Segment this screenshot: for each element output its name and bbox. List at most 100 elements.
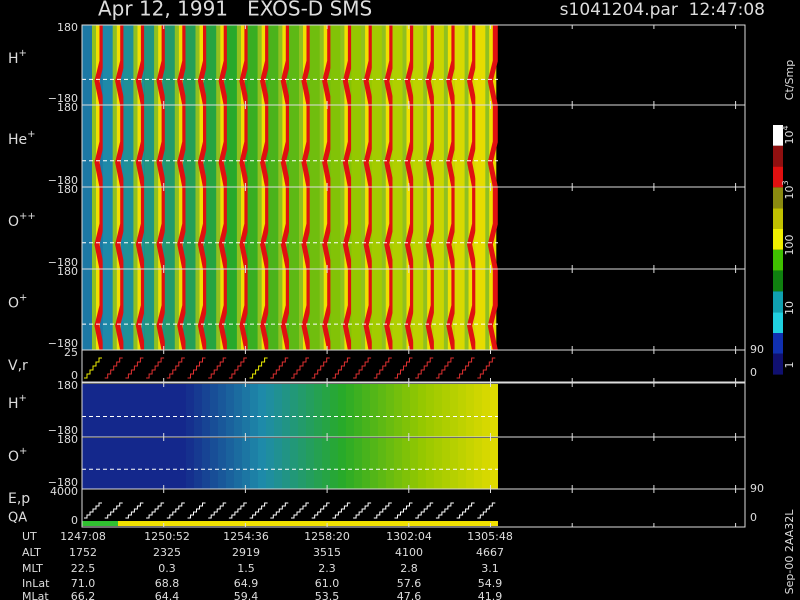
spectrum-band	[195, 25, 200, 105]
species: O	[8, 449, 19, 465]
spectrum-band	[133, 25, 138, 105]
axis-bottom: −180	[48, 337, 78, 350]
spectrum-bg	[394, 384, 402, 437]
spectrum-band	[158, 105, 163, 187]
species: He	[8, 132, 27, 148]
spectrum-bg	[466, 438, 474, 489]
axis-top: 180	[57, 183, 78, 196]
spectrum-peak	[239, 25, 250, 106]
spectrum-bg	[210, 438, 218, 489]
spectrum-band	[137, 269, 142, 350]
species: V,r	[8, 358, 28, 374]
table-header: InLat	[22, 577, 50, 590]
stair-ep	[249, 502, 268, 519]
spectrum-peak	[363, 269, 374, 351]
spectrum-band	[402, 105, 407, 187]
spectrum-band	[154, 187, 159, 269]
spectrum-band	[406, 25, 411, 105]
spectrum-band	[319, 269, 324, 350]
spectrum-bg	[242, 438, 250, 489]
spectrum-band	[133, 269, 138, 350]
spectrum-band	[365, 269, 370, 350]
colorbar-cell	[773, 187, 783, 209]
spectrum-band	[323, 269, 328, 350]
spectrum-peak	[384, 187, 395, 270]
axis-top: 180	[57, 433, 78, 446]
spectrum-peak	[218, 105, 229, 188]
spectrum-bg	[282, 384, 290, 437]
spectrum-peak	[301, 187, 312, 270]
spectrum-peak	[322, 105, 333, 188]
stair-vr	[249, 357, 268, 379]
spectrum-band	[278, 269, 283, 350]
stair-vr	[228, 357, 247, 379]
spectrum-peak	[94, 269, 105, 351]
spectrum-band	[257, 25, 262, 105]
spectrum-peak	[156, 25, 167, 106]
spectrum-band	[340, 269, 345, 350]
spectrum-peak	[280, 269, 291, 351]
spectrum-peak	[363, 25, 374, 106]
qa-bar	[118, 521, 498, 526]
base: 10	[783, 131, 796, 145]
table-header: MLT	[22, 562, 43, 575]
spectrum-band	[427, 105, 432, 187]
spectrum-band	[365, 187, 370, 269]
spectrum-peak	[115, 105, 126, 188]
spectrum-band	[137, 105, 142, 187]
panel-frame	[81, 349, 746, 383]
exp: 3	[781, 180, 790, 185]
base: 10	[783, 301, 796, 315]
colorbar-cell	[773, 229, 783, 250]
species: H	[8, 51, 19, 67]
spectrum-peak	[301, 25, 312, 106]
spectrum-band	[178, 269, 183, 350]
spectrum-band	[236, 25, 241, 105]
spectrum-bg	[210, 384, 218, 437]
spectrum-peak	[384, 269, 395, 351]
spectrum-peak	[218, 25, 229, 106]
species: H	[8, 396, 19, 412]
spectrum-peak	[425, 187, 436, 270]
spectrum-band	[178, 25, 183, 105]
spectrum-bg	[330, 384, 338, 437]
spectrum-bg	[354, 384, 362, 437]
stair-vr	[125, 357, 144, 379]
table-value: 2919	[232, 546, 260, 559]
table-header: MLat	[22, 590, 49, 600]
spectrum-bg	[138, 384, 146, 437]
spectrum-peak	[156, 269, 167, 351]
spectrum-peak	[135, 105, 146, 188]
spectrum-bg	[154, 384, 162, 437]
spectrum-band	[385, 187, 390, 269]
spectrum-peak	[404, 105, 415, 188]
spectrum-peak	[135, 25, 146, 106]
stair-ep	[270, 502, 289, 519]
stair-vr	[332, 357, 351, 379]
spectrum-peak	[239, 105, 250, 188]
spectrum-peak	[487, 187, 498, 270]
spectrum-bg	[202, 384, 210, 437]
spectrum-bg	[186, 438, 194, 489]
spectrum-bg	[434, 438, 442, 489]
spectrum-peak	[384, 105, 395, 188]
spectrum-band	[303, 269, 307, 350]
spectrum-peak	[467, 187, 478, 270]
spectrum-band	[464, 269, 469, 350]
table-value: 64.4	[155, 590, 180, 600]
spectrum-band	[240, 25, 245, 105]
stair-vr	[104, 357, 123, 379]
spectrum-peak	[342, 105, 353, 188]
right-top: 90	[750, 482, 764, 495]
spectrum-bg	[322, 384, 330, 437]
spectrum-band	[344, 105, 349, 187]
stair-ep	[415, 502, 434, 519]
spectrum-bg	[474, 384, 482, 437]
spectrum-bg	[490, 438, 498, 489]
table-value: 41.9	[478, 590, 503, 600]
spectrum-bg	[410, 438, 418, 489]
footer: Sep-00 2AA32L	[783, 509, 796, 595]
stair-vr	[166, 357, 185, 379]
stair-vr	[146, 357, 165, 379]
